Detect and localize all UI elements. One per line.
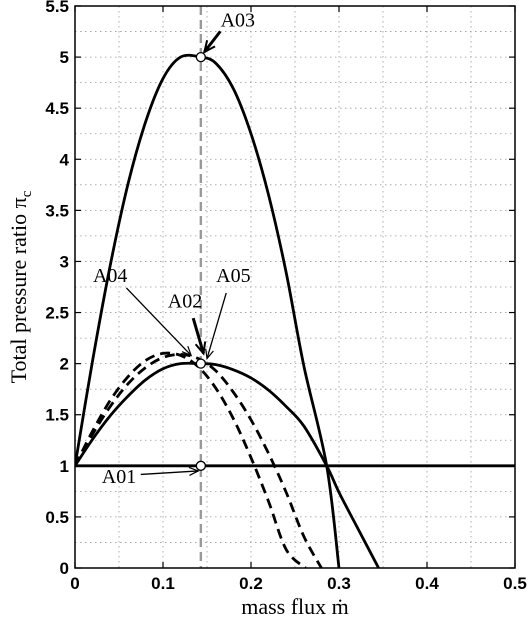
annotation-arrowhead: [194, 341, 207, 356]
y-axis-label-main: Total pressure ratio π: [6, 197, 31, 383]
annotation-arrow: [191, 317, 205, 354]
y-tick-label: 3.5: [45, 201, 69, 220]
annotation-arrowhead: [188, 466, 200, 477]
annotation-arrow: [126, 287, 192, 356]
y-tick-label: 0: [60, 559, 69, 578]
annotation-label: A04: [93, 265, 127, 287]
y-tick-label: 4.5: [45, 99, 69, 118]
series-line-1: [75, 53, 341, 568]
x-tick-label: 0: [70, 574, 79, 593]
x-tick-label: 0.5: [503, 574, 527, 593]
series-line-2: [75, 361, 380, 568]
y-tick-label: 1.5: [45, 406, 69, 425]
annotation-arrowhead: [202, 39, 216, 54]
series-layer: [75, 53, 515, 568]
annotation-arrow: [140, 470, 199, 476]
y-tick-label: 0.5: [45, 508, 69, 527]
y-tick-label: 2.5: [45, 304, 69, 323]
plot-frame: [74, 5, 516, 569]
y-tick-label: 1: [60, 457, 69, 476]
point-marker: [195, 51, 206, 63]
y-axis-label: Total pressure ratio πc: [6, 190, 35, 383]
annotation-arrowhead: [205, 348, 214, 360]
y-tick-label: 5: [60, 48, 69, 67]
y-tick-label: 2: [60, 355, 69, 374]
annotation-label: A01: [102, 466, 136, 488]
annotation-label: A05: [216, 265, 250, 287]
annotation-label: A03: [221, 9, 255, 31]
y-tick-label: 5.5: [45, 0, 69, 16]
grid: [75, 6, 515, 568]
marker-layer: [195, 51, 206, 471]
y-tick-label: 4: [60, 150, 70, 169]
annotation-arrow: [203, 30, 222, 53]
annotation-label: A02: [168, 290, 202, 312]
x-tick-label: 0.1: [151, 574, 175, 593]
annotation-arrowhead: [181, 345, 193, 357]
x-axis-label: mass flux ṁ: [241, 594, 349, 619]
series-line-4: [75, 353, 323, 568]
x-tick-label: 0.4: [415, 574, 439, 593]
x-tick-label: 0.3: [327, 574, 351, 593]
y-tick-label: 3: [60, 252, 69, 271]
x-tick-label: 0.2: [239, 574, 263, 593]
annotation-layer: A03 A02 A04 A05 A01: [93, 9, 255, 488]
tick-label-layer: 0 0.1 0.2 0.3 0.4 0.5 0 0.5 1 1.5 2 2.5 3 3.5 4 4.5 5 5.5: [45, 0, 526, 593]
annotation-arrow: [206, 292, 227, 359]
y-axis-label-subscript: c: [19, 190, 35, 197]
point-marker: [195, 358, 206, 369]
point-marker: [195, 460, 206, 471]
tick-layer: [74, 5, 516, 569]
